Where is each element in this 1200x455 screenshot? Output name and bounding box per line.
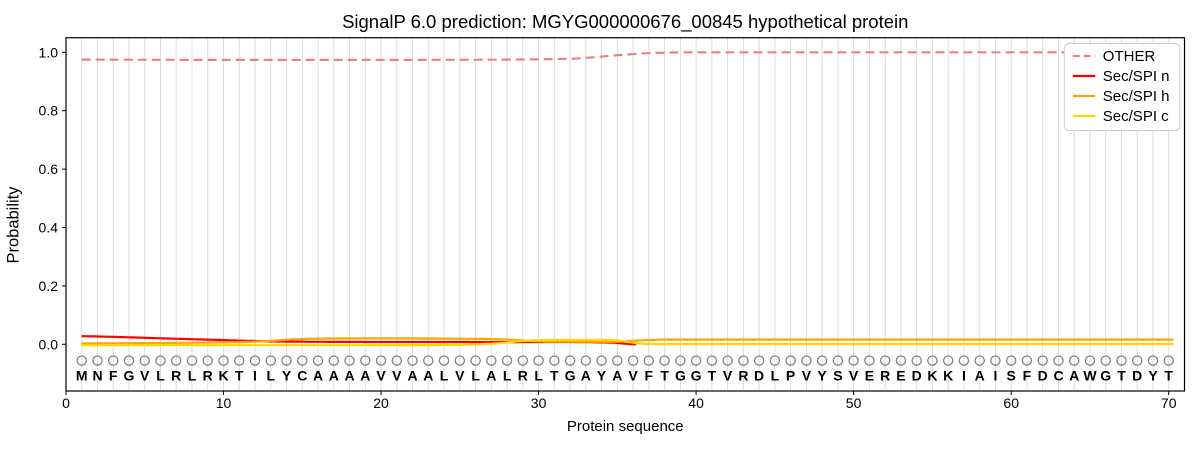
svg-text:20: 20 xyxy=(373,395,389,411)
svg-text:OTHER: OTHER xyxy=(1103,48,1156,65)
svg-text:L: L xyxy=(503,368,512,384)
svg-text:V: V xyxy=(628,368,638,384)
svg-text:I: I xyxy=(253,368,257,384)
svg-text:P: P xyxy=(786,368,795,384)
svg-text:V: V xyxy=(723,368,733,384)
svg-text:N: N xyxy=(92,368,102,384)
svg-text:S: S xyxy=(833,368,842,384)
svg-text:A: A xyxy=(486,368,496,384)
svg-text:D: D xyxy=(912,368,922,384)
svg-text:K: K xyxy=(927,368,937,384)
svg-text:A: A xyxy=(581,368,591,384)
svg-text:G: G xyxy=(691,368,702,384)
svg-text:A: A xyxy=(975,368,985,384)
svg-text:G: G xyxy=(124,368,135,384)
svg-text:G: G xyxy=(565,368,576,384)
svg-text:C: C xyxy=(1053,368,1063,384)
svg-text:V: V xyxy=(455,368,465,384)
svg-text:Y: Y xyxy=(282,368,292,384)
svg-text:L: L xyxy=(534,368,543,384)
svg-text:Sec/SPI n: Sec/SPI n xyxy=(1103,68,1170,85)
svg-text:40: 40 xyxy=(688,395,704,411)
svg-text:R: R xyxy=(880,368,890,384)
svg-text:50: 50 xyxy=(846,395,862,411)
svg-text:0.0: 0.0 xyxy=(39,336,59,352)
svg-text:V: V xyxy=(802,368,812,384)
svg-text:E: E xyxy=(865,368,874,384)
svg-text:60: 60 xyxy=(1003,395,1019,411)
svg-text:R: R xyxy=(518,368,528,384)
svg-text:0.2: 0.2 xyxy=(39,278,59,294)
svg-text:I: I xyxy=(993,368,997,384)
svg-text:L: L xyxy=(267,368,276,384)
svg-text:L: L xyxy=(156,368,165,384)
svg-text:I: I xyxy=(962,368,966,384)
svg-text:0.8: 0.8 xyxy=(39,103,59,119)
svg-text:K: K xyxy=(943,368,953,384)
svg-text:Sec/SPI h: Sec/SPI h xyxy=(1103,88,1170,105)
svg-text:K: K xyxy=(218,368,228,384)
svg-text:L: L xyxy=(188,368,197,384)
svg-text:L: L xyxy=(771,368,780,384)
svg-text:V: V xyxy=(376,368,386,384)
svg-text:A: A xyxy=(423,368,433,384)
svg-text:V: V xyxy=(140,368,150,384)
svg-text:A: A xyxy=(313,368,323,384)
svg-text:G: G xyxy=(1100,368,1111,384)
svg-text:Y: Y xyxy=(817,368,827,384)
svg-text:Sec/SPI c: Sec/SPI c xyxy=(1103,108,1169,125)
svg-text:F: F xyxy=(1023,368,1032,384)
svg-text:V: V xyxy=(849,368,859,384)
svg-text:F: F xyxy=(645,368,654,384)
svg-text:C: C xyxy=(297,368,307,384)
svg-text:D: D xyxy=(1038,368,1048,384)
svg-text:T: T xyxy=(660,368,669,384)
svg-text:0: 0 xyxy=(62,395,70,411)
svg-text:R: R xyxy=(203,368,213,384)
svg-text:A: A xyxy=(360,368,370,384)
svg-text:0.4: 0.4 xyxy=(39,220,59,236)
svg-text:Y: Y xyxy=(597,368,607,384)
svg-text:V: V xyxy=(392,368,402,384)
svg-text:A: A xyxy=(407,368,417,384)
svg-text:E: E xyxy=(896,368,905,384)
svg-text:0.6: 0.6 xyxy=(39,161,59,177)
svg-text:W: W xyxy=(1083,368,1097,384)
svg-text:A: A xyxy=(344,368,354,384)
svg-text:R: R xyxy=(738,368,748,384)
svg-text:G: G xyxy=(675,368,686,384)
svg-text:10: 10 xyxy=(216,395,232,411)
svg-text:T: T xyxy=(1117,368,1126,384)
svg-text:1.0: 1.0 xyxy=(39,44,59,60)
svg-text:A: A xyxy=(329,368,339,384)
svg-text:T: T xyxy=(708,368,717,384)
svg-text:F: F xyxy=(109,368,118,384)
svg-text:Y: Y xyxy=(1148,368,1158,384)
svg-text:T: T xyxy=(235,368,244,384)
svg-text:A: A xyxy=(1069,368,1079,384)
svg-text:M: M xyxy=(76,368,88,384)
svg-text:L: L xyxy=(440,368,449,384)
svg-text:A: A xyxy=(612,368,622,384)
svg-text:S: S xyxy=(1007,368,1016,384)
svg-text:D: D xyxy=(754,368,764,384)
svg-text:T: T xyxy=(1164,368,1173,384)
svg-text:L: L xyxy=(471,368,480,384)
svg-text:D: D xyxy=(1132,368,1142,384)
svg-text:30: 30 xyxy=(531,395,547,411)
svg-text:R: R xyxy=(171,368,181,384)
svg-text:T: T xyxy=(550,368,559,384)
svg-text:70: 70 xyxy=(1161,395,1177,411)
